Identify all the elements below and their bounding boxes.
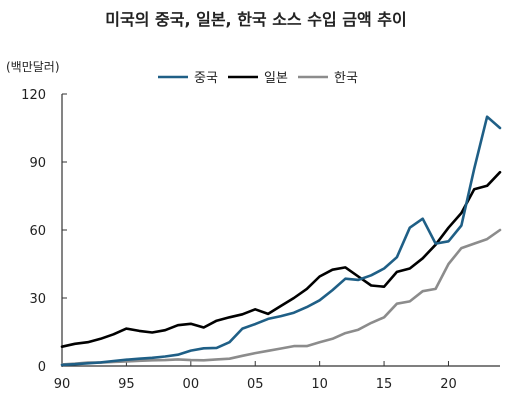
x-tick-label: 95 (118, 377, 135, 392)
legend: 중국 일본 한국 (158, 71, 358, 86)
x-tick-label: 90 (54, 377, 71, 392)
axes: 0 30 60 90 120 90 95 00 05 10 15 20 (21, 88, 500, 392)
y-tick-label: 30 (29, 292, 46, 307)
y-tick-label: 120 (21, 88, 46, 103)
y-tick-label: 0 (38, 360, 46, 375)
y-tick-label: 90 (29, 156, 46, 171)
x-tick-label: 20 (440, 377, 457, 392)
y-tick-label: 60 (29, 224, 46, 239)
chart-title: 미국의 중국, 일본, 한국 소스 수입 금액 추이 (105, 10, 407, 29)
y-axis-unit-label: (백만달러) (6, 60, 60, 74)
series-line-1 (60, 115, 502, 367)
series-line-3 (60, 228, 502, 366)
legend-label: 한국 (334, 71, 358, 86)
legend-label: 중국 (194, 71, 218, 86)
legend-label: 일본 (264, 71, 288, 86)
x-tick-label: 05 (247, 377, 264, 392)
x-tick-label: 15 (376, 377, 393, 392)
x-tick-label: 00 (183, 377, 200, 392)
series-lines (60, 115, 502, 367)
x-tick-label: 10 (311, 377, 328, 392)
series-line-2 (60, 170, 502, 349)
